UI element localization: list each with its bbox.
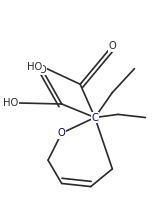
Text: C: C bbox=[91, 113, 98, 123]
Text: O: O bbox=[38, 65, 46, 75]
Text: HO: HO bbox=[3, 98, 18, 108]
Text: O: O bbox=[108, 41, 116, 51]
Text: O: O bbox=[58, 128, 66, 138]
Text: HO: HO bbox=[27, 62, 42, 72]
